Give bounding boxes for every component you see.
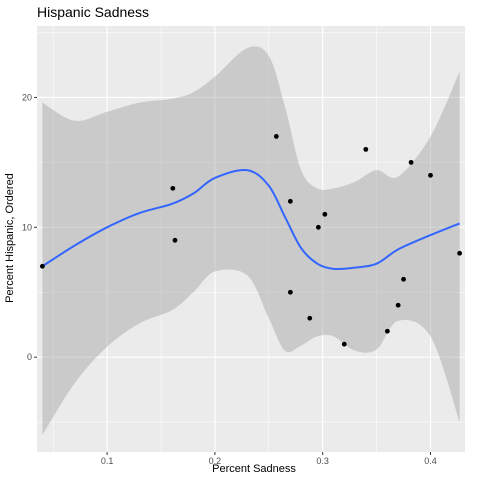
y-axis-title: Percent Hispanic, Ordered bbox=[4, 173, 16, 303]
data-point bbox=[395, 302, 401, 308]
data-point bbox=[287, 198, 293, 204]
data-point bbox=[39, 263, 45, 269]
x-tick-label: 0.4 bbox=[424, 456, 437, 466]
data-point bbox=[341, 341, 347, 347]
smooth-line-layer bbox=[41, 168, 460, 271]
y-axis: 0 10 20 bbox=[22, 92, 37, 362]
data-point bbox=[273, 133, 279, 139]
data-point bbox=[307, 315, 313, 321]
x-tick-label: 0.2 bbox=[209, 456, 222, 466]
x-tick-label: 0.1 bbox=[101, 456, 114, 466]
confidence-ribbon bbox=[42, 46, 460, 436]
x-axis: 0.1 0.2 0.3 0.4 bbox=[101, 452, 437, 466]
chart-title: Hispanic Sadness bbox=[37, 4, 149, 20]
data-point bbox=[457, 250, 463, 256]
data-point bbox=[401, 276, 406, 282]
data-point bbox=[170, 185, 176, 191]
y-tick-label: 0 bbox=[27, 352, 32, 362]
y-tick-label: 20 bbox=[22, 92, 32, 102]
data-point bbox=[172, 237, 178, 243]
data-point bbox=[408, 159, 414, 165]
data-point bbox=[315, 224, 321, 230]
data-point bbox=[322, 211, 328, 217]
smooth-line bbox=[41, 168, 460, 271]
confidence-band bbox=[42, 46, 460, 436]
x-axis-title: Percent Sadness bbox=[212, 463, 296, 475]
grid-major bbox=[37, 26, 465, 452]
points-layer bbox=[39, 133, 463, 347]
data-point bbox=[287, 289, 293, 295]
data-point bbox=[428, 172, 433, 178]
x-tick-label: 0.3 bbox=[316, 456, 329, 466]
y-tick-label: 10 bbox=[22, 222, 32, 232]
data-point bbox=[384, 328, 390, 334]
data-point bbox=[363, 146, 369, 152]
